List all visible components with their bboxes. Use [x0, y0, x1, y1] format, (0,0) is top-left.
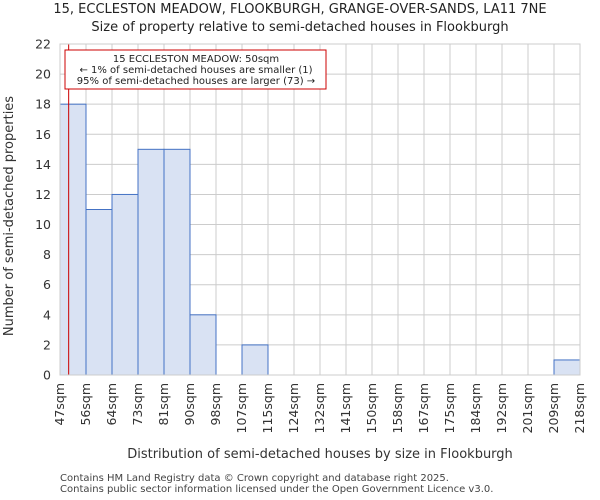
- bar-81sqm: [163, 148, 191, 376]
- y-tick-labels: 0 2 4 6 8 10 12 14 16 18 20 22: [35, 37, 51, 383]
- plot-frame: [59, 43, 581, 376]
- y-tick-label: 16: [35, 127, 51, 142]
- bars: [59, 103, 581, 376]
- x-tick-labels: 47sqm 56sqm 64sqm 73sqm 81sqm 90sqm 98sqm 107sq…: [52, 383, 587, 433]
- x-tick-label: 158sqm: [390, 383, 405, 433]
- x-tick-label: 175sqm: [442, 383, 457, 433]
- x-tick-label: 218sqm: [572, 383, 587, 433]
- x-tick-label: 192sqm: [494, 383, 509, 433]
- y-tick-label: 20: [35, 67, 51, 82]
- x-tick-label: 209sqm: [546, 383, 561, 433]
- x-tick-label: 47sqm: [52, 383, 67, 426]
- annotation-line-2: ← 1% of semi-detached houses are smaller…: [79, 65, 312, 76]
- y-tick-label: 6: [43, 277, 51, 292]
- annotation-line-3: 95% of semi-detached houses are larger (…: [77, 76, 315, 87]
- y-tick-label: 18: [35, 97, 51, 112]
- x-tick-label: 107sqm: [234, 383, 249, 433]
- y-tick-label: 14: [35, 157, 51, 172]
- chart-title: 15, ECCLESTON MEADOW, FLOOKBURGH, GRANGE…: [53, 2, 547, 17]
- footer-licence: Contains public sector information licen…: [60, 484, 494, 495]
- annotation-frame: [64, 49, 327, 90]
- x-tick-label: 81sqm: [156, 383, 171, 426]
- x-tick-label: 141sqm: [338, 383, 353, 433]
- y-axis-label: Number of semi-detached properties: [2, 96, 17, 336]
- y-tick-label: 2: [43, 337, 51, 352]
- x-tick-label: 64sqm: [104, 383, 119, 426]
- y-tick-label: 12: [35, 187, 51, 202]
- x-tick-label: 184sqm: [468, 383, 483, 433]
- x-tick-label: 115sqm: [260, 383, 275, 433]
- bar-90sqm: [189, 314, 217, 376]
- y-tick-label: 4: [43, 307, 51, 322]
- x-tick-label: 90sqm: [182, 383, 197, 426]
- x-tick-label: 124sqm: [286, 383, 301, 433]
- bar-64sqm: [111, 193, 139, 376]
- x-tick-label: 73sqm: [130, 383, 145, 426]
- x-tick-label: 201sqm: [520, 383, 535, 433]
- chart-subtitle: Size of property relative to semi-detach…: [91, 20, 509, 35]
- y-tick-label: 10: [35, 217, 51, 232]
- bar-47sqm: [59, 103, 87, 376]
- y-tick-label: 0: [43, 368, 51, 383]
- bar-73sqm: [137, 148, 165, 376]
- x-axis-label: Distribution of semi-detached houses by …: [127, 447, 513, 462]
- x-tick-label: 150sqm: [364, 383, 379, 433]
- annotation-line-1: 15 ECCLESTON MEADOW: 50sqm: [113, 54, 279, 65]
- x-tick-label: 56sqm: [78, 383, 93, 426]
- y-tick-label: 22: [35, 37, 51, 52]
- x-tick-label: 132sqm: [312, 383, 327, 433]
- footer-copyright: Contains HM Land Registry data © Crown c…: [60, 473, 449, 484]
- y-tick-label: 8: [43, 247, 51, 262]
- x-tick-label: 98sqm: [208, 383, 223, 426]
- x-tick-label: 167sqm: [416, 383, 431, 433]
- annotation-box: 15 ECCLESTON MEADOW: 50sqm ← 1% of semi-…: [64, 49, 327, 90]
- bar-107sqm: [241, 344, 269, 376]
- bar-209sqm: [553, 359, 581, 376]
- bar-56sqm: [85, 209, 113, 376]
